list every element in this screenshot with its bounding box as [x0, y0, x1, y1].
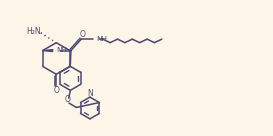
Text: N: N	[87, 89, 93, 98]
Text: NH: NH	[96, 36, 107, 42]
Text: O: O	[65, 95, 70, 104]
Text: NH: NH	[56, 47, 67, 53]
Text: O: O	[80, 30, 85, 39]
Text: H₂N: H₂N	[26, 27, 41, 35]
Text: O: O	[53, 86, 59, 95]
Polygon shape	[43, 50, 53, 52]
